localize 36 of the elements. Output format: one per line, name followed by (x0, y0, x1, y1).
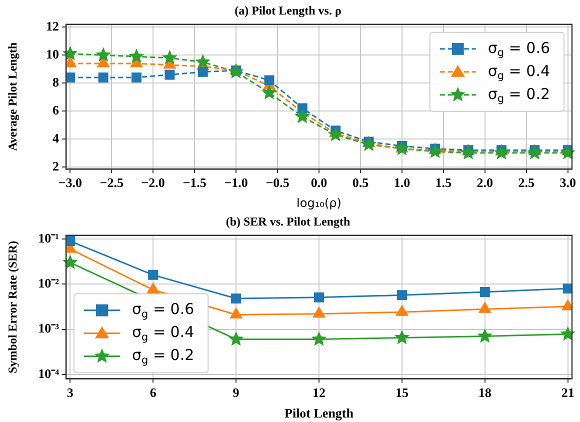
x-tick-label: 6 (150, 384, 157, 400)
x-tick-label: 18 (478, 384, 492, 400)
y-axis-title: Symbol Error Rate (SER) (5, 240, 20, 374)
chart-title: (b) SER vs. Pilot Length (226, 214, 350, 228)
x-tick-label: 1.5 (435, 175, 452, 190)
y-tick-label: 10⁻¹ (38, 230, 60, 246)
x-tick-label: 21 (561, 384, 574, 400)
x-tick-label: −1.5 (182, 175, 207, 190)
x-tick-label: −2.5 (100, 175, 124, 190)
y-tick-label: 10⁻² (38, 275, 60, 290)
x-tick-label: −0.5 (266, 175, 290, 190)
x-axis-title: log₁₀(ρ) (296, 196, 342, 210)
y-tick-label: 10 (46, 46, 59, 62)
x-tick-label: −2.0 (141, 175, 165, 190)
x-tick-label: 3.0 (560, 175, 576, 190)
x-tick-label: 15 (395, 384, 409, 400)
x-tick-label: 0.5 (352, 175, 370, 190)
y-axis-title: Average Pilot Length (5, 42, 20, 151)
y-tick-label: 10⁻³ (38, 320, 60, 336)
y-tick-label: 12 (46, 18, 59, 34)
x-tick-label: 12 (312, 384, 326, 400)
x-tick-label: −3.0 (58, 175, 82, 190)
y-tick-label: 4 (52, 130, 60, 146)
x-tick-label: 2.5 (518, 175, 535, 190)
x-tick-label: 2.0 (476, 175, 494, 190)
x-tick-label: 0.0 (310, 175, 328, 190)
x-tick-label: 3 (66, 384, 74, 400)
x-tick-label: −1.0 (224, 175, 248, 190)
y-tick-label: 8 (52, 74, 60, 90)
y-tick-label: 10⁻⁴ (38, 366, 60, 381)
y-tick-label: 2 (52, 158, 59, 174)
x-tick-label: 1.0 (394, 175, 410, 190)
chart-title: (a) Pilot Length vs. ρ (234, 3, 342, 18)
x-axis-title: Pilot Length (284, 406, 354, 421)
x-tick-label: 9 (232, 384, 240, 400)
y-tick-label: 6 (52, 102, 60, 118)
